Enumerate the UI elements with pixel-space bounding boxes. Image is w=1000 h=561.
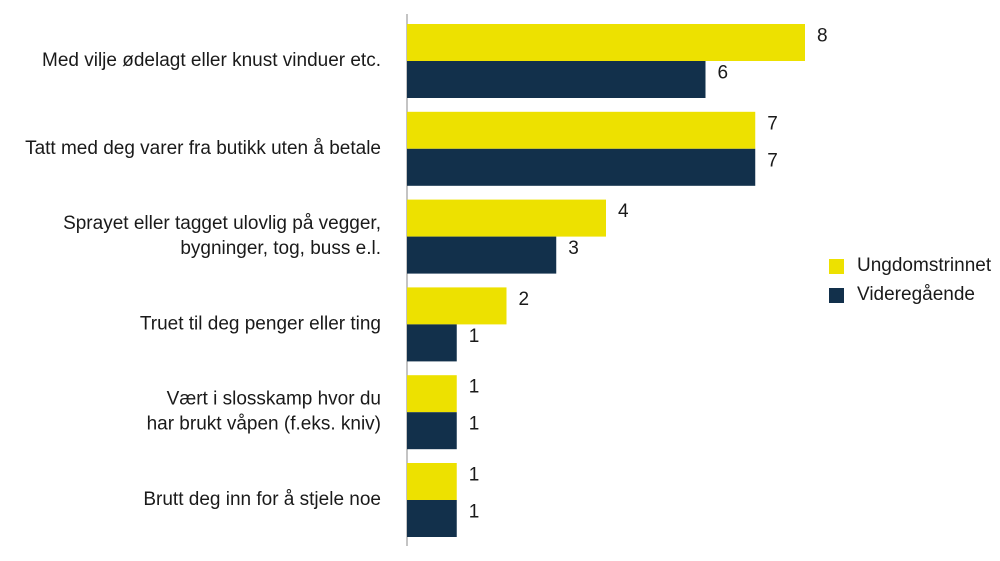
bar-ungdomstrinnet-1 xyxy=(407,111,756,149)
bar-ungdomstrinnet-0 xyxy=(407,24,805,61)
bars-group xyxy=(407,24,805,537)
category-labels-group: Med vilje ødelagt eller knust vinduer et… xyxy=(25,50,381,510)
bar-videregaende-3 xyxy=(407,324,457,362)
bar-videregaende-2 xyxy=(407,236,557,274)
value-label-0-3: 2 xyxy=(519,289,530,310)
category-label: Tatt med deg varer fra butikk uten å bet… xyxy=(25,138,381,159)
legend-swatch-1 xyxy=(829,288,844,303)
value-label-1-1: 7 xyxy=(767,150,778,171)
value-label-0-2: 4 xyxy=(618,201,629,222)
value-label-0-0: 8 xyxy=(817,26,828,47)
value-label-0-5: 1 xyxy=(469,465,480,486)
bar-videregaende-1 xyxy=(407,148,756,186)
bar-videregaende-0 xyxy=(407,61,706,98)
value-label-1-2: 3 xyxy=(568,238,579,259)
bar-ungdomstrinnet-2 xyxy=(407,199,606,237)
legend-label-0: Ungdomstrinnet xyxy=(857,255,992,276)
category-label: Brutt deg inn for å stjele noe xyxy=(143,489,381,510)
value-label-0-4: 1 xyxy=(469,377,480,398)
value-label-1-4: 1 xyxy=(469,414,480,435)
legend: Ungdomstrinnet Videregående xyxy=(829,255,992,305)
bar-ungdomstrinnet-5 xyxy=(407,463,457,500)
category-label: Vært i slosskamp hvor du xyxy=(167,389,381,410)
value-label-0-1: 7 xyxy=(767,113,778,134)
bar-ungdomstrinnet-4 xyxy=(407,375,457,413)
category-label: Med vilje ødelagt eller knust vinduer et… xyxy=(42,50,381,71)
category-label: har brukt våpen (f.eks. kniv) xyxy=(147,414,381,435)
legend-label-1: Videregående xyxy=(857,284,975,305)
bar-ungdomstrinnet-3 xyxy=(407,287,507,325)
category-label: Sprayet eller tagget ulovlig på vegger, xyxy=(63,213,381,234)
bar-videregaende-4 xyxy=(407,412,457,450)
legend-swatch-0 xyxy=(829,259,844,274)
value-label-1-0: 6 xyxy=(718,63,729,84)
category-label: Truet til deg penger eller ting xyxy=(140,313,381,334)
category-label: bygninger, tog, buss e.l. xyxy=(180,238,381,259)
value-label-1-3: 1 xyxy=(469,326,480,347)
value-labels-group: 8 6 7 7 4 3 2 1 1 1 1 1 xyxy=(469,26,828,523)
bar-videregaende-5 xyxy=(407,500,457,537)
value-label-1-5: 1 xyxy=(469,502,480,523)
